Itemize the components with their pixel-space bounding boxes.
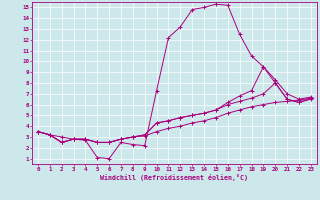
X-axis label: Windchill (Refroidissement éolien,°C): Windchill (Refroidissement éolien,°C)	[100, 174, 248, 181]
